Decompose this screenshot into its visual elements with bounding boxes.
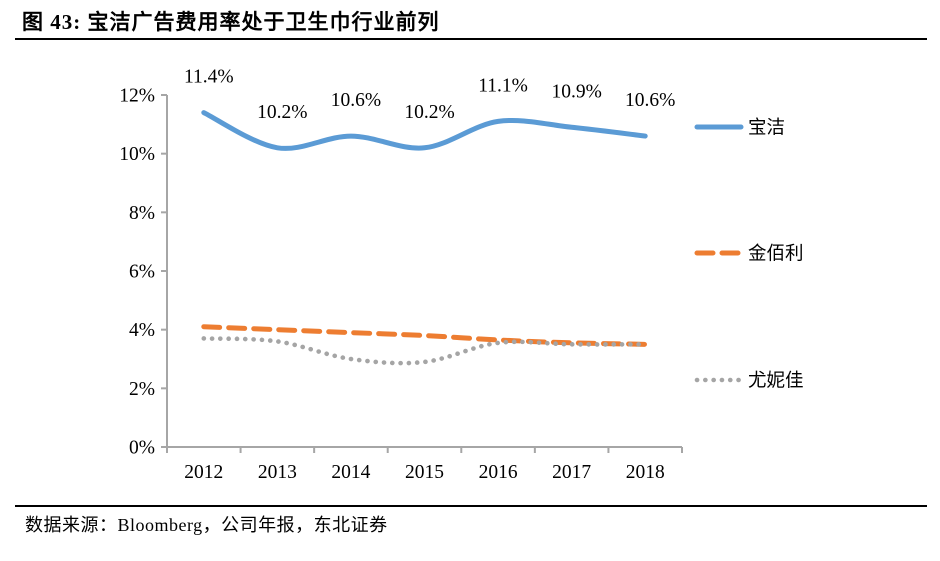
legend-label-kimberly: 金佰利 — [748, 244, 804, 265]
series-line-unicharm — [201, 336, 648, 366]
y-tick-label: 4% — [129, 320, 155, 341]
legend-item-kimberly: 金佰利 — [694, 244, 804, 265]
chart-canvas: 0% 2% 4% 6% 8% 10% 12% 2012 2013 2014 2015 2016 2017… — [119, 67, 804, 483]
x-tick-label: 2016 — [479, 462, 518, 483]
x-tick-label: 2012 — [184, 462, 223, 483]
data-label-pg: 10.6% — [331, 90, 381, 111]
data-label-pg: 10.6% — [625, 90, 675, 111]
legend-item-pg: 宝洁 — [694, 118, 785, 139]
data-label-pg: 11.1% — [478, 75, 528, 96]
x-tick-label: 2015 — [405, 462, 444, 483]
y-tick-label: 6% — [129, 262, 155, 283]
series-line-pg — [201, 110, 648, 151]
source-divider — [15, 505, 927, 507]
legend-label-pg: 宝洁 — [748, 118, 785, 139]
title-divider — [15, 38, 927, 40]
y-tick-label: 8% — [129, 203, 155, 224]
y-tick-label: 0% — [129, 438, 155, 459]
data-label-pg: 10.2% — [257, 102, 307, 123]
data-label-pg: 11.4% — [184, 67, 234, 88]
x-tick-label: 2018 — [626, 462, 665, 483]
data-source: 数据来源：Bloomberg，公司年报，东北证券 — [25, 515, 388, 535]
data-label-pg: 10.9% — [551, 81, 601, 102]
figure-title: 图 43: 宝洁广告费用率处于卫生巾行业前列 — [22, 10, 440, 34]
line-chart: 0% 2% 4% 6% 8% 10% 12% 2012 2013 2014 2015 2016 2017… — [0, 42, 940, 504]
data-label-pg: 10.2% — [404, 102, 454, 123]
legend-item-unicharm: 尤妮佳 — [694, 371, 804, 392]
y-tick-label: 2% — [129, 379, 155, 400]
y-tick-label: 10% — [119, 144, 155, 165]
legend-label-unicharm: 尤妮佳 — [748, 371, 804, 392]
y-tick-label: 12% — [119, 86, 155, 107]
x-tick-label: 2014 — [331, 462, 370, 483]
x-tick-label: 2017 — [552, 462, 591, 483]
x-tick-label: 2013 — [258, 462, 297, 483]
